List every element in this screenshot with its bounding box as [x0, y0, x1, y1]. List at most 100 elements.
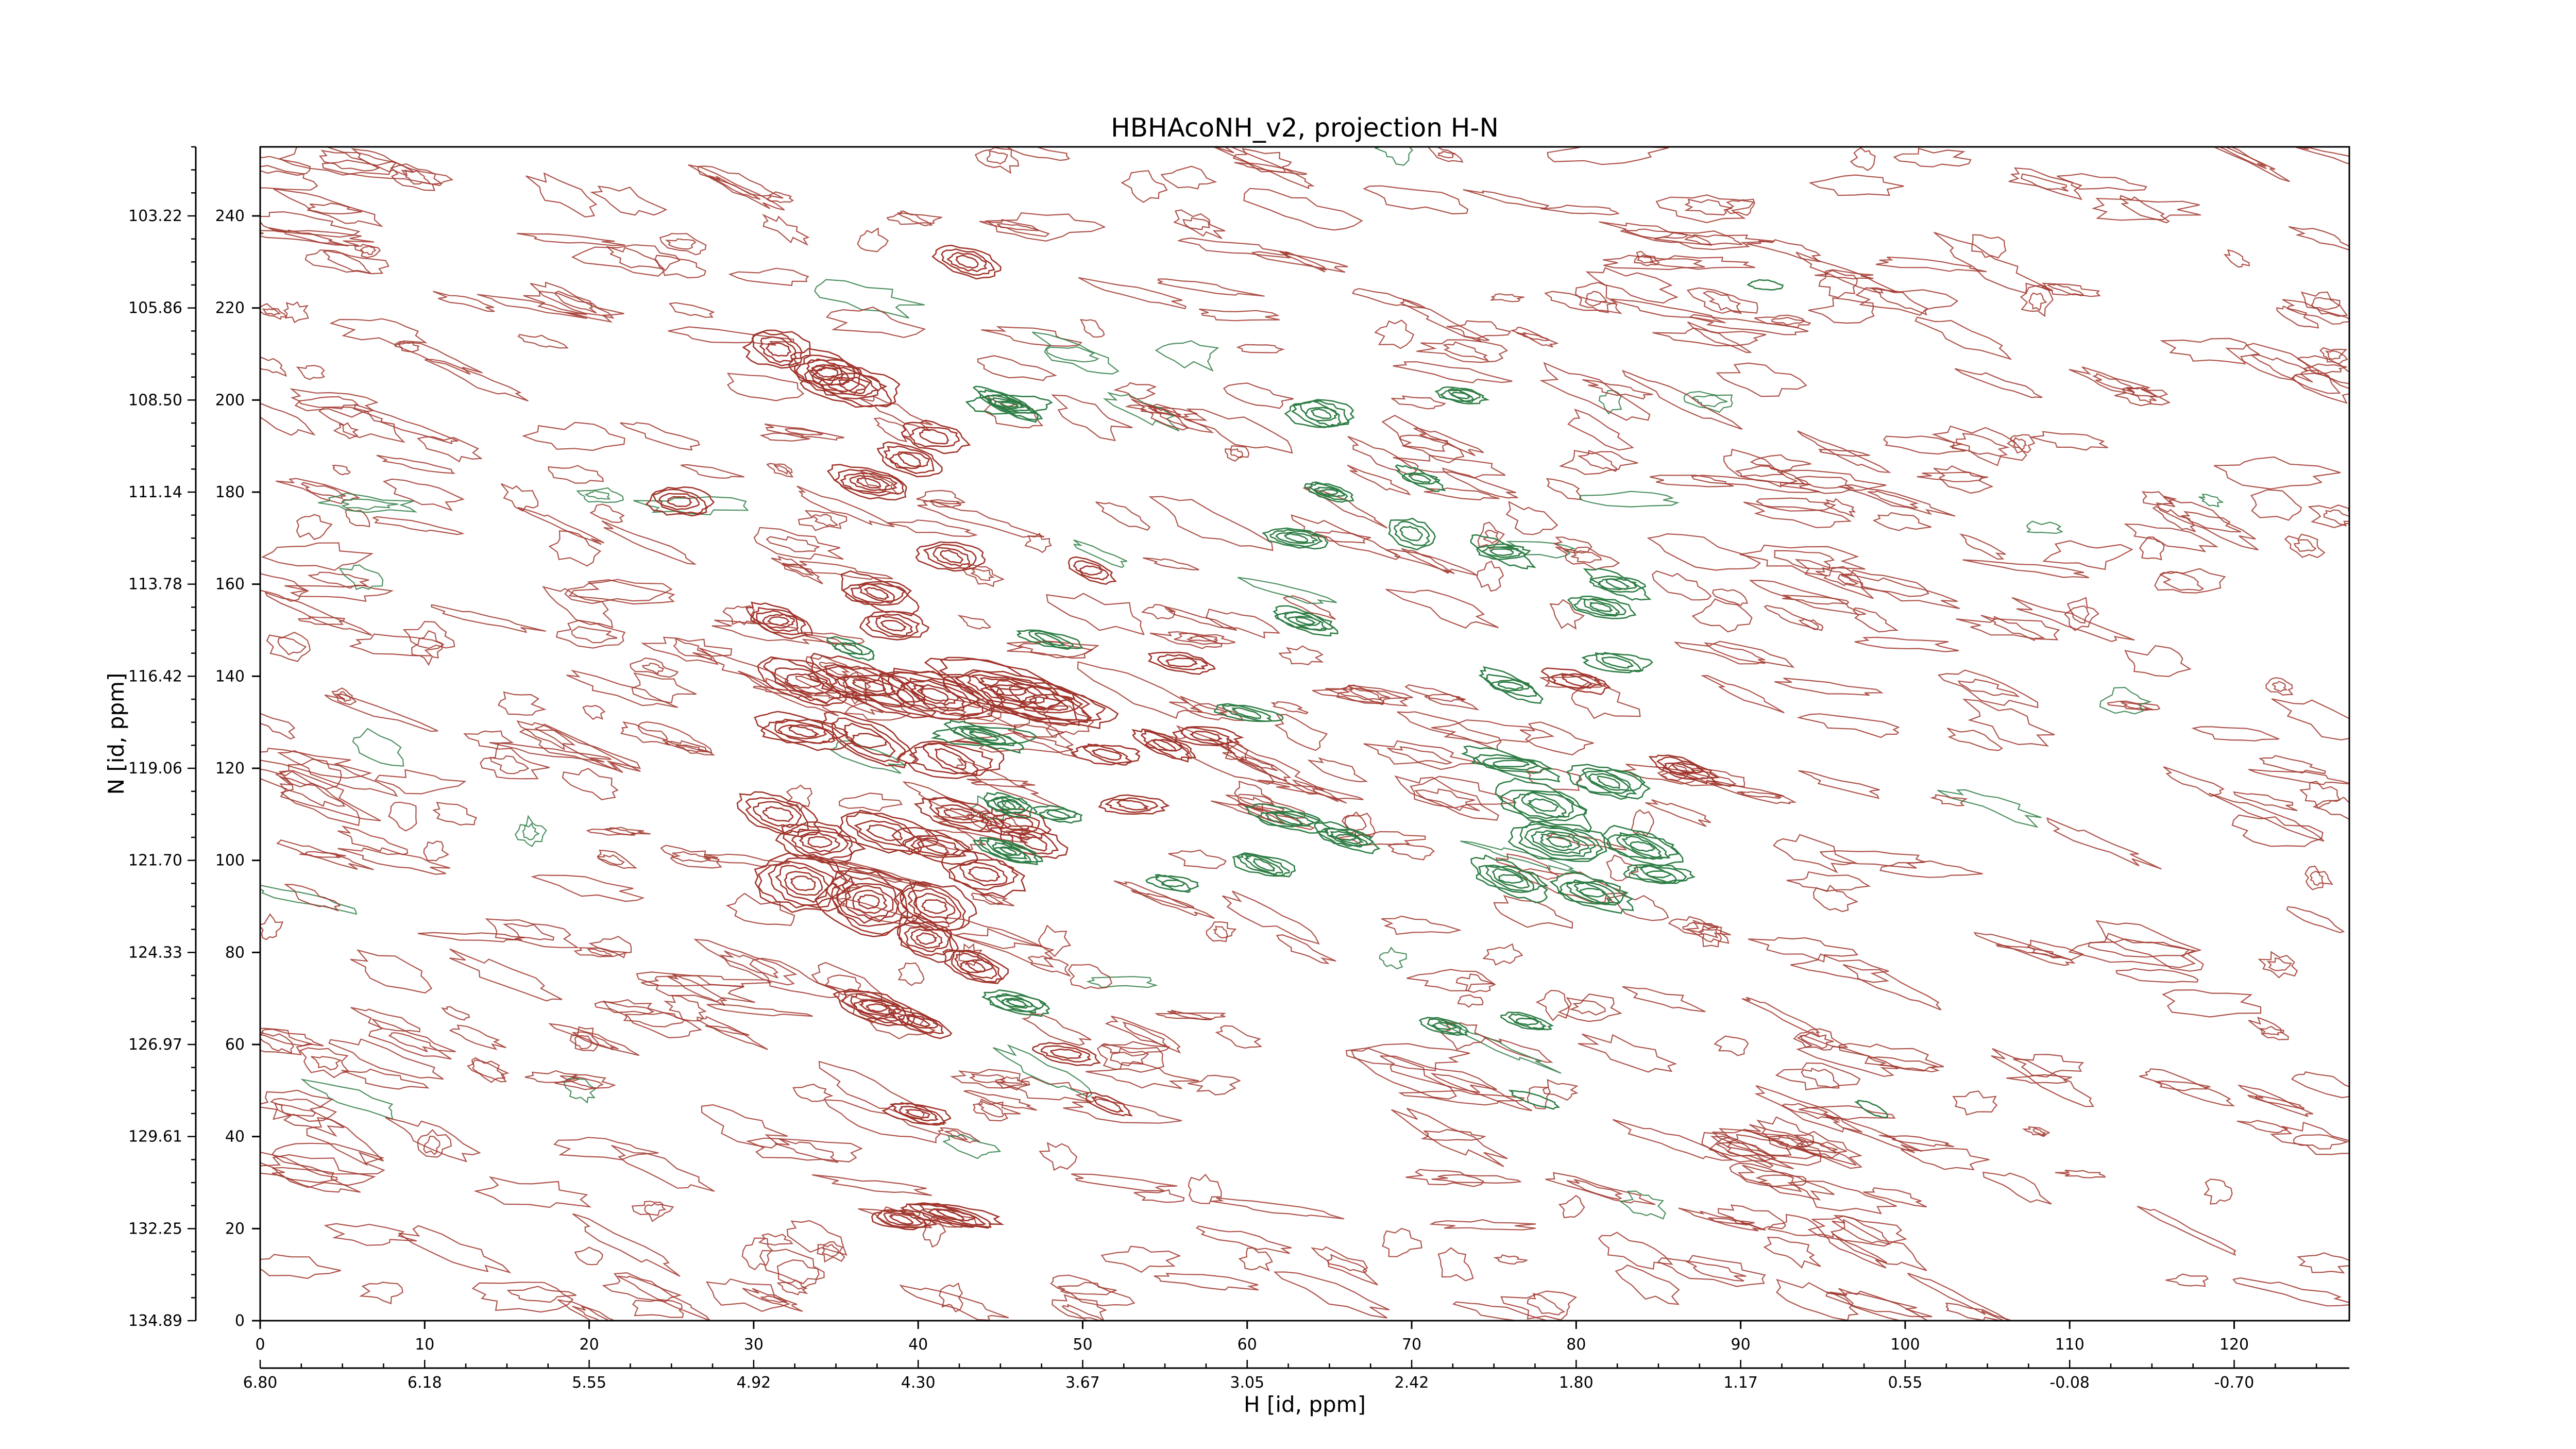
noise-contour-positive [1982, 1171, 2052, 1205]
noise-contour-positive [1980, 614, 2045, 642]
noise-contour-positive [1549, 599, 1585, 630]
peak-negative [1434, 386, 1490, 405]
noise-contour-positive [1397, 711, 1502, 751]
noise-contour-positive [1143, 557, 1199, 570]
noise-contour-positive [974, 147, 1020, 174]
noise-contour-positive [963, 1090, 1037, 1111]
noise-contour-positive [1715, 1141, 1777, 1162]
noise-contour-positive [260, 572, 310, 602]
noise-contour-positive [1350, 1047, 1457, 1100]
noise-contour-positive [1067, 964, 1113, 989]
y-ppm-tick-label: 126.97 [128, 1036, 182, 1054]
noise-contour-positive [1854, 636, 1959, 652]
noise-contour-positive [1929, 794, 1968, 806]
noise-contour-positive [1310, 1246, 1378, 1286]
noise-contour-positive [2124, 645, 2192, 677]
noise-contour-negative [1579, 491, 1680, 508]
noise-contour-positive [1038, 924, 1072, 957]
noise-contour-positive [360, 245, 377, 256]
noise-contour-positive [745, 1137, 863, 1162]
noise-contour-positive [663, 995, 707, 1022]
noise-contour-positive [1046, 593, 1145, 635]
noise-contour-positive [311, 1056, 342, 1071]
noise-contour-positive [1850, 147, 1876, 172]
noise-contour-positive [1786, 871, 1871, 892]
noise-contour-positive [1210, 1197, 1345, 1220]
noise-contour-positive [2282, 299, 2349, 325]
noise-contour-positive [416, 436, 483, 463]
noise-contour-positive [1841, 575, 1960, 610]
noise-contour-positive [2250, 489, 2302, 521]
y-ppm-tick-label: 108.50 [128, 391, 182, 409]
x-ppm-tick-label: 1.80 [1559, 1374, 1594, 1392]
x-ppm-tick-label: 5.55 [572, 1374, 606, 1392]
noise-contour-positive [640, 636, 733, 665]
peak-positive [900, 1202, 1005, 1229]
noise-contour-positive [1819, 850, 1925, 869]
y-ppm-tick-label: 105.86 [128, 299, 182, 317]
noise-contour-positive [283, 301, 309, 324]
noise-contour-positive [994, 1076, 1030, 1091]
noise-contour-positive [817, 1241, 845, 1263]
noise-contour-positive [1382, 1227, 1422, 1257]
noise-contour-positive [449, 1024, 506, 1050]
noise-contour-positive [1973, 932, 2076, 966]
noise-contour-positive [506, 1286, 577, 1303]
noise-contour-positive [1385, 588, 1499, 629]
noise-contour-positive [1668, 916, 1731, 938]
noise-contour-positive [1237, 803, 1287, 825]
noise-contour-positive [823, 1099, 941, 1143]
noise-contour-positive [1937, 669, 2039, 709]
noise-contour-positive [1057, 1282, 1117, 1295]
peak-positive [1086, 1091, 1133, 1117]
noise-contour-positive [1647, 533, 1761, 571]
noise-contour-positive [2286, 906, 2345, 934]
noise-contour-positive [1527, 1086, 1551, 1109]
peak-positive [736, 791, 821, 838]
x-tick-label: 70 [1402, 1336, 1421, 1354]
x-ppm-tick-label: 6.80 [243, 1374, 278, 1392]
noise-contour-positive [1934, 231, 2053, 294]
noise-contour-positive [606, 246, 666, 270]
peak-negative [981, 989, 1050, 1017]
noise-contour-positive [2272, 681, 2288, 692]
peak-positive [913, 797, 1005, 833]
noise-contour-positive [502, 923, 554, 941]
y-tick-label: 120 [215, 760, 245, 778]
noise-contour-positive [388, 801, 417, 832]
noise-contour-positive [916, 830, 986, 851]
noise-contour-positive [269, 1098, 323, 1117]
noise-contour-positive [390, 163, 443, 191]
noise-contour-positive [1764, 604, 1819, 630]
noise-contour-positive [1351, 288, 1426, 309]
noise-contour-positive [719, 950, 778, 979]
noise-contour-negative [1103, 392, 1180, 432]
noise-contour-positive [1302, 486, 1388, 529]
noise-contour-positive [857, 227, 889, 252]
noise-contour-positive [572, 1305, 611, 1321]
noise-contour-positive [641, 663, 665, 675]
plot-frame [259, 146, 2350, 1322]
noise-contour-positive [2284, 533, 2326, 559]
peak-positive [897, 914, 959, 963]
noise-contour-positive [404, 169, 432, 185]
noise-contour-positive [1168, 849, 1227, 869]
noise-contour-positive [1017, 640, 1094, 659]
noise-contour-positive [1312, 684, 1413, 704]
noise-contour-positive [541, 586, 614, 628]
peak-negative [1478, 666, 1544, 704]
noise-contour-positive [1274, 714, 1328, 751]
noise-contour-positive [2293, 1134, 2349, 1150]
noise-contour-positive [1325, 684, 1409, 706]
noise-contour-positive [706, 1004, 813, 1017]
noise-contour-positive [611, 1144, 715, 1192]
noise-contour-positive [981, 326, 1082, 347]
noise-contour-negative [1619, 1190, 1666, 1220]
noise-contour-positive [728, 267, 809, 287]
noise-contour-positive [2310, 870, 2324, 886]
noise-contour-positive [1232, 148, 1292, 173]
noise-contour-positive [1552, 536, 1592, 554]
noise-contour-positive [2120, 195, 2170, 224]
noise-contour-negative [829, 740, 907, 774]
noise-contour-positive [2013, 1054, 2084, 1078]
